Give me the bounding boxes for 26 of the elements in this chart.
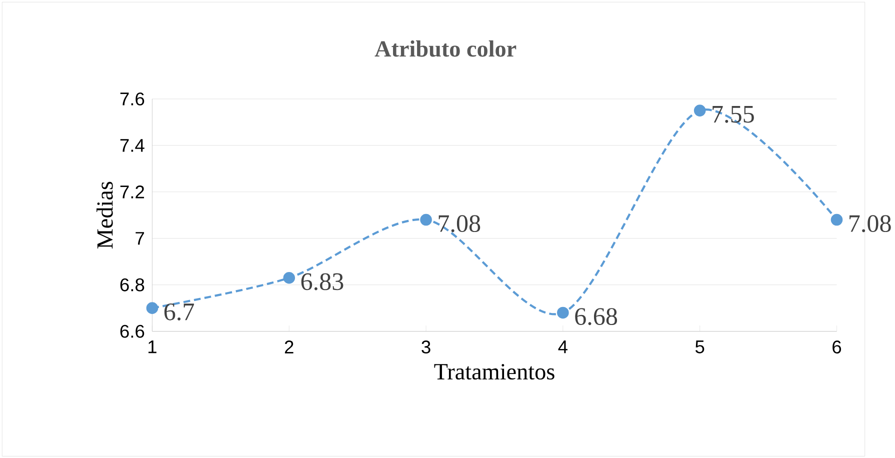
x-tick-label: 2 bbox=[284, 340, 294, 354]
point bbox=[830, 214, 843, 226]
chart-title: Atributo color bbox=[374, 40, 516, 57]
data-label: 7.08 bbox=[850, 214, 891, 232]
y-tick-label: 7.4 bbox=[120, 138, 144, 152]
data-label: 6.83 bbox=[301, 273, 344, 290]
y-tick-label: 7.6 bbox=[120, 92, 144, 106]
x-tick-label: 4 bbox=[558, 340, 568, 353]
y-tick-label: 6.8 bbox=[120, 278, 144, 292]
data-label: 6.68 bbox=[575, 308, 618, 325]
x-tick-label: 3 bbox=[422, 340, 430, 354]
x-tick-label: 1 bbox=[148, 340, 156, 353]
point bbox=[420, 214, 432, 226]
data-label: 7.08 bbox=[438, 214, 480, 232]
x-tick-label: 5 bbox=[695, 340, 704, 354]
point bbox=[694, 104, 706, 116]
point bbox=[283, 272, 296, 284]
y-tick-label: 6.6 bbox=[120, 324, 144, 338]
point bbox=[146, 302, 158, 314]
y-tick-label: 7.2 bbox=[120, 185, 144, 198]
data-label: 6.7 bbox=[164, 303, 194, 320]
y-axis-title: Medias bbox=[96, 182, 113, 248]
point bbox=[557, 306, 569, 318]
x-axis-title: Tratamientos bbox=[434, 364, 554, 380]
x-tick-label: 6 bbox=[832, 340, 842, 354]
y-tick-label: 7 bbox=[136, 232, 144, 244]
